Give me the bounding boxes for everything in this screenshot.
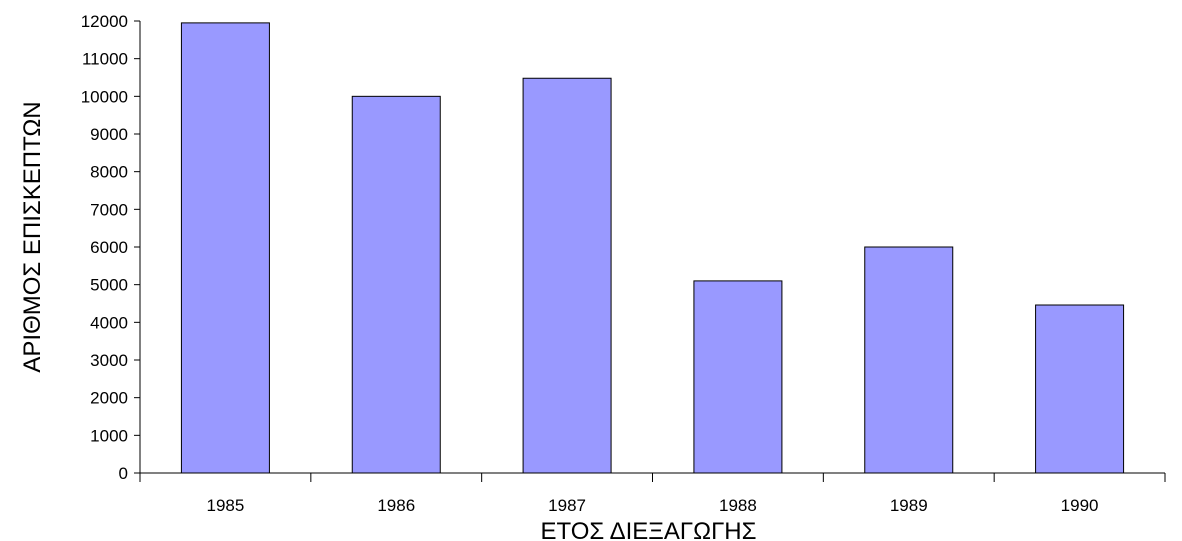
bar-1988 xyxy=(693,280,783,474)
y-tick-label: 6000 xyxy=(90,238,128,257)
y-tick-label: 7000 xyxy=(90,200,128,219)
x-tick-label: 1990 xyxy=(1061,496,1099,515)
y-tick-label: 10000 xyxy=(81,87,128,106)
y-axis-ticks: 0 1000 2000 3000 4000 5000 6000 7000 8000 9000 100… xyxy=(81,12,140,483)
x-tick-label: 1989 xyxy=(890,496,928,515)
x-axis-ticks: 1985 1986 1987 1988 1989 1990 xyxy=(139,473,1166,515)
y-tick-label: 1000 xyxy=(90,426,128,445)
y-tick-label: 4000 xyxy=(90,313,128,332)
x-tick-label: 1986 xyxy=(377,496,415,515)
y-axis-title: ΑΡΙΘΜΟΣ ΕΠΙΣΚΕΠΤΩΝ xyxy=(19,101,46,372)
y-tick-label: 5000 xyxy=(90,276,128,295)
x-tick-label: 1988 xyxy=(719,496,757,515)
x-tick-label: 1985 xyxy=(207,496,245,515)
bar-1990 xyxy=(1035,304,1125,474)
y-tick-label: 2000 xyxy=(90,389,128,408)
bars-group xyxy=(180,22,1125,474)
x-tick-label: 1987 xyxy=(548,496,586,515)
bar-1985 xyxy=(180,22,270,474)
y-tick-label: 8000 xyxy=(90,163,128,182)
y-tick-label: 9000 xyxy=(90,125,128,144)
y-tick-label: 0 xyxy=(119,464,128,483)
bar-1987 xyxy=(522,77,612,474)
x-axis-title: ΕΤΟΣ ΔΙΕΞΑΓΩΓΗΣ xyxy=(541,518,757,541)
bar-1986 xyxy=(351,95,441,474)
y-tick-label: 3000 xyxy=(90,351,128,370)
bar-1989 xyxy=(864,246,954,474)
y-tick-label: 12000 xyxy=(81,12,128,31)
y-tick-label: 11000 xyxy=(82,50,128,69)
